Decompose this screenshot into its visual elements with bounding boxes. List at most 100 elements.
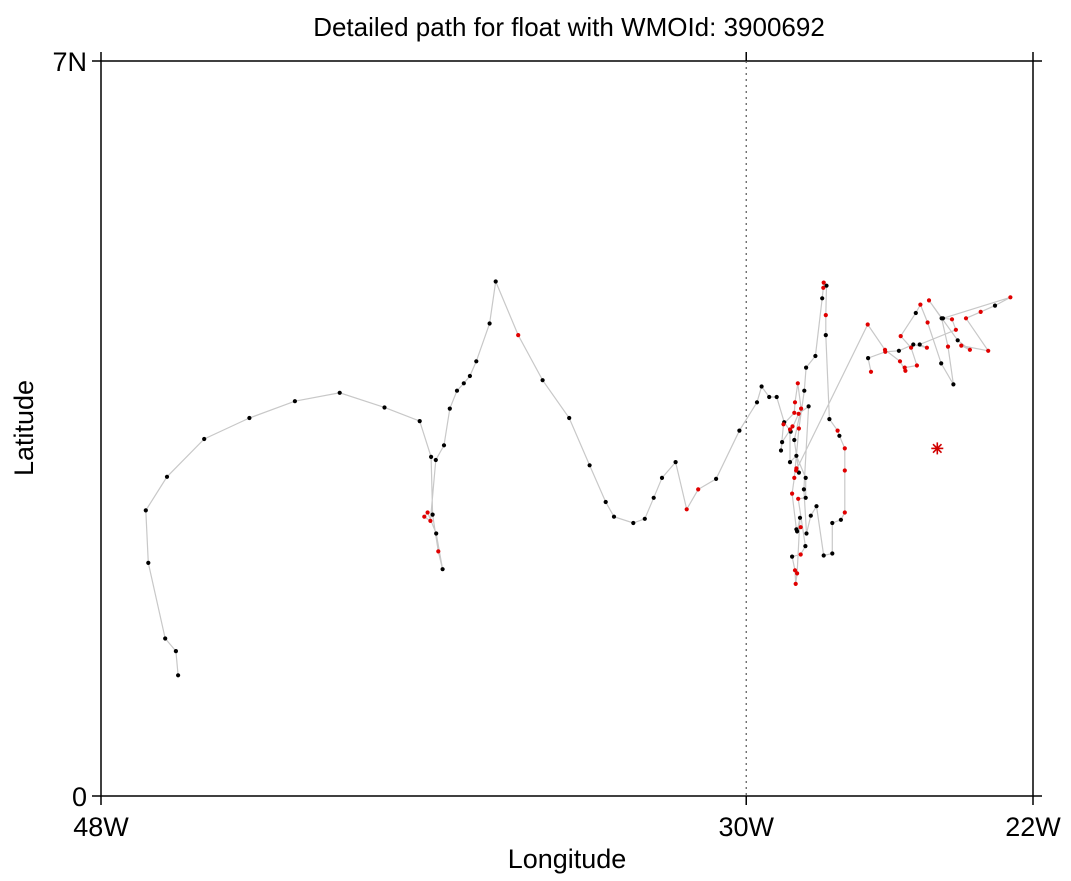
highlight-position-point bbox=[945, 344, 951, 349]
position-point bbox=[803, 475, 808, 480]
position-point bbox=[806, 404, 811, 409]
highlight-position-point bbox=[835, 428, 840, 433]
position-point bbox=[821, 553, 826, 558]
y-tick-label: 7N bbox=[52, 47, 87, 77]
position-point bbox=[143, 508, 148, 513]
plot-frame bbox=[100, 60, 1034, 797]
float-track bbox=[145, 279, 1011, 676]
position-point bbox=[754, 400, 760, 405]
position-point bbox=[814, 504, 819, 509]
highlight-position-point bbox=[436, 549, 441, 554]
position-point bbox=[917, 342, 922, 347]
position-point bbox=[202, 436, 207, 442]
highlight-position-point bbox=[787, 427, 793, 432]
highlight-position-point bbox=[696, 487, 701, 492]
position-point bbox=[337, 390, 342, 395]
chart-title: Detailed path for float with WMOId: 3900… bbox=[313, 12, 825, 42]
highlight-position-point bbox=[796, 411, 801, 416]
position-point bbox=[434, 531, 439, 536]
position-point bbox=[801, 487, 807, 492]
position-point bbox=[804, 365, 809, 370]
highlight-position-point bbox=[1008, 295, 1013, 300]
position-point bbox=[493, 279, 498, 284]
highlight-position-point bbox=[795, 571, 800, 576]
position-point bbox=[292, 399, 297, 404]
x-tick-label: 48W bbox=[73, 812, 129, 842]
highlight-position-point bbox=[967, 347, 973, 352]
position-point bbox=[659, 475, 665, 480]
highlight-position-point bbox=[798, 552, 803, 557]
end-marker-asterisk bbox=[931, 442, 944, 455]
highlight-position-point bbox=[792, 410, 797, 415]
position-point bbox=[808, 513, 813, 518]
position-point bbox=[540, 378, 545, 383]
highlight-position-point bbox=[792, 475, 797, 480]
float-positions bbox=[143, 279, 1013, 678]
highlight-position-point bbox=[794, 468, 799, 473]
highlight-position-point bbox=[842, 468, 847, 473]
position-point bbox=[838, 517, 844, 522]
position-point bbox=[787, 460, 793, 465]
position-point bbox=[461, 381, 466, 386]
highlight-position-point bbox=[953, 327, 959, 332]
x-axis-label: Longitude bbox=[508, 844, 627, 874]
position-point bbox=[830, 520, 835, 526]
position-point bbox=[642, 516, 647, 521]
y-tick-label: 0 bbox=[72, 782, 87, 812]
highlight-position-point bbox=[978, 309, 983, 314]
highlight-position-point bbox=[897, 359, 903, 364]
position-point bbox=[163, 636, 168, 641]
position-point bbox=[176, 673, 181, 678]
highlight-position-point bbox=[914, 363, 920, 368]
position-point bbox=[778, 448, 784, 453]
position-point bbox=[913, 310, 918, 316]
track-line bbox=[145, 279, 1011, 676]
position-point bbox=[759, 384, 764, 389]
position-point bbox=[467, 373, 472, 379]
position-point bbox=[631, 520, 636, 526]
highlight-position-point bbox=[842, 446, 847, 451]
position-point bbox=[951, 382, 956, 387]
position-point bbox=[382, 405, 387, 410]
position-point bbox=[827, 417, 832, 422]
position-point bbox=[767, 394, 772, 400]
position-point bbox=[440, 567, 445, 572]
position-point bbox=[820, 296, 825, 301]
position-point bbox=[454, 388, 460, 393]
highlight-position-point bbox=[898, 334, 903, 339]
position-point bbox=[992, 303, 998, 308]
y-axis-label: Latitude bbox=[9, 380, 39, 476]
position-point bbox=[417, 419, 422, 424]
position-point bbox=[247, 415, 252, 421]
highlight-position-point bbox=[842, 510, 847, 515]
x-tick-label: 22W bbox=[1005, 812, 1061, 842]
highlight-position-point bbox=[792, 400, 798, 405]
highlight-position-point bbox=[959, 343, 964, 348]
position-point bbox=[790, 554, 795, 559]
highlight-position-point bbox=[902, 365, 907, 370]
highlight-position-point bbox=[428, 518, 433, 524]
position-point bbox=[803, 544, 808, 549]
highlight-position-point bbox=[425, 510, 430, 515]
highlight-position-point bbox=[865, 322, 870, 327]
position-point bbox=[802, 388, 807, 393]
highlight-position-point bbox=[792, 568, 798, 573]
position-point bbox=[587, 463, 592, 468]
highlight-position-point bbox=[909, 345, 914, 350]
highlight-position-point bbox=[925, 320, 930, 325]
highlight-position-point bbox=[986, 348, 991, 353]
highlight-position-point bbox=[799, 406, 804, 411]
position-point bbox=[896, 348, 902, 353]
position-point bbox=[940, 316, 946, 321]
position-point bbox=[795, 529, 800, 534]
position-point bbox=[430, 512, 435, 517]
highlight-position-point bbox=[796, 426, 802, 431]
highlight-position-point bbox=[798, 525, 803, 530]
highlight-position-point bbox=[795, 381, 800, 386]
highlight-position-point bbox=[926, 298, 932, 303]
highlight-position-point bbox=[963, 316, 969, 321]
position-point bbox=[673, 460, 678, 465]
position-point bbox=[803, 495, 808, 500]
position-point bbox=[603, 499, 608, 505]
